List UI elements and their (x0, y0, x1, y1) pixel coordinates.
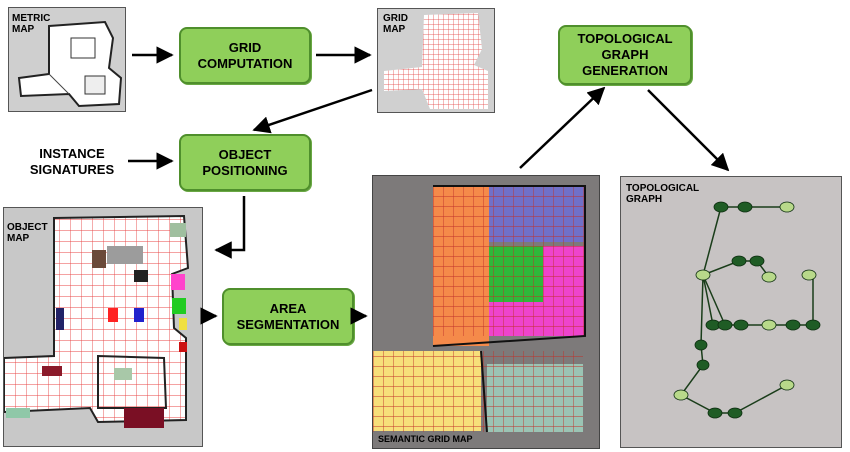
arrow-graph-generation-to-topological-graph (647, 89, 730, 172)
semantic-grid-map-panel: SEMANTIC GRID MAP (372, 175, 600, 449)
semantic-grid-map-label: SEMANTIC GRID MAP (378, 434, 473, 444)
instance-signatures-label: INSTANCE SIGNATURES (29, 146, 115, 177)
object-map-image (4, 214, 190, 428)
arrow-grid-map-to-object-positioning (252, 88, 373, 134)
topological-graph-panel: TOPOLOGICAL GRAPH (620, 176, 842, 448)
area-segmentation-box: AREA SEGMENTATION (222, 288, 354, 345)
topological-graph-generation-box: TOPOLOGICAL GRAPH GENERATION (558, 25, 692, 85)
object-positioning-box: OBJECT POSITIONING (179, 134, 311, 191)
grid-computation-box: GRID COMPUTATION (179, 27, 311, 84)
arrow-object-positioning-to-object-map (214, 196, 246, 259)
metric-map-image (17, 20, 123, 108)
grid-map-label: GRID MAP (383, 13, 408, 35)
semantic-grid-map-image (373, 185, 586, 433)
topological-graph-label: TOPOLOGICAL GRAPH (626, 183, 700, 205)
topological-graph-image (673, 201, 821, 419)
metric-map-label: METRIC MAP (12, 13, 51, 35)
arrow-semantic-map-to-graph-generation (519, 86, 606, 169)
grid-map-image (384, 13, 488, 109)
metric-map-panel: METRIC MAP (8, 7, 126, 112)
object-map-label: OBJECT MAP (7, 222, 48, 244)
grid-map-panel: GRID MAP (377, 8, 495, 113)
object-map-panel: OBJECT MAP (3, 207, 203, 447)
